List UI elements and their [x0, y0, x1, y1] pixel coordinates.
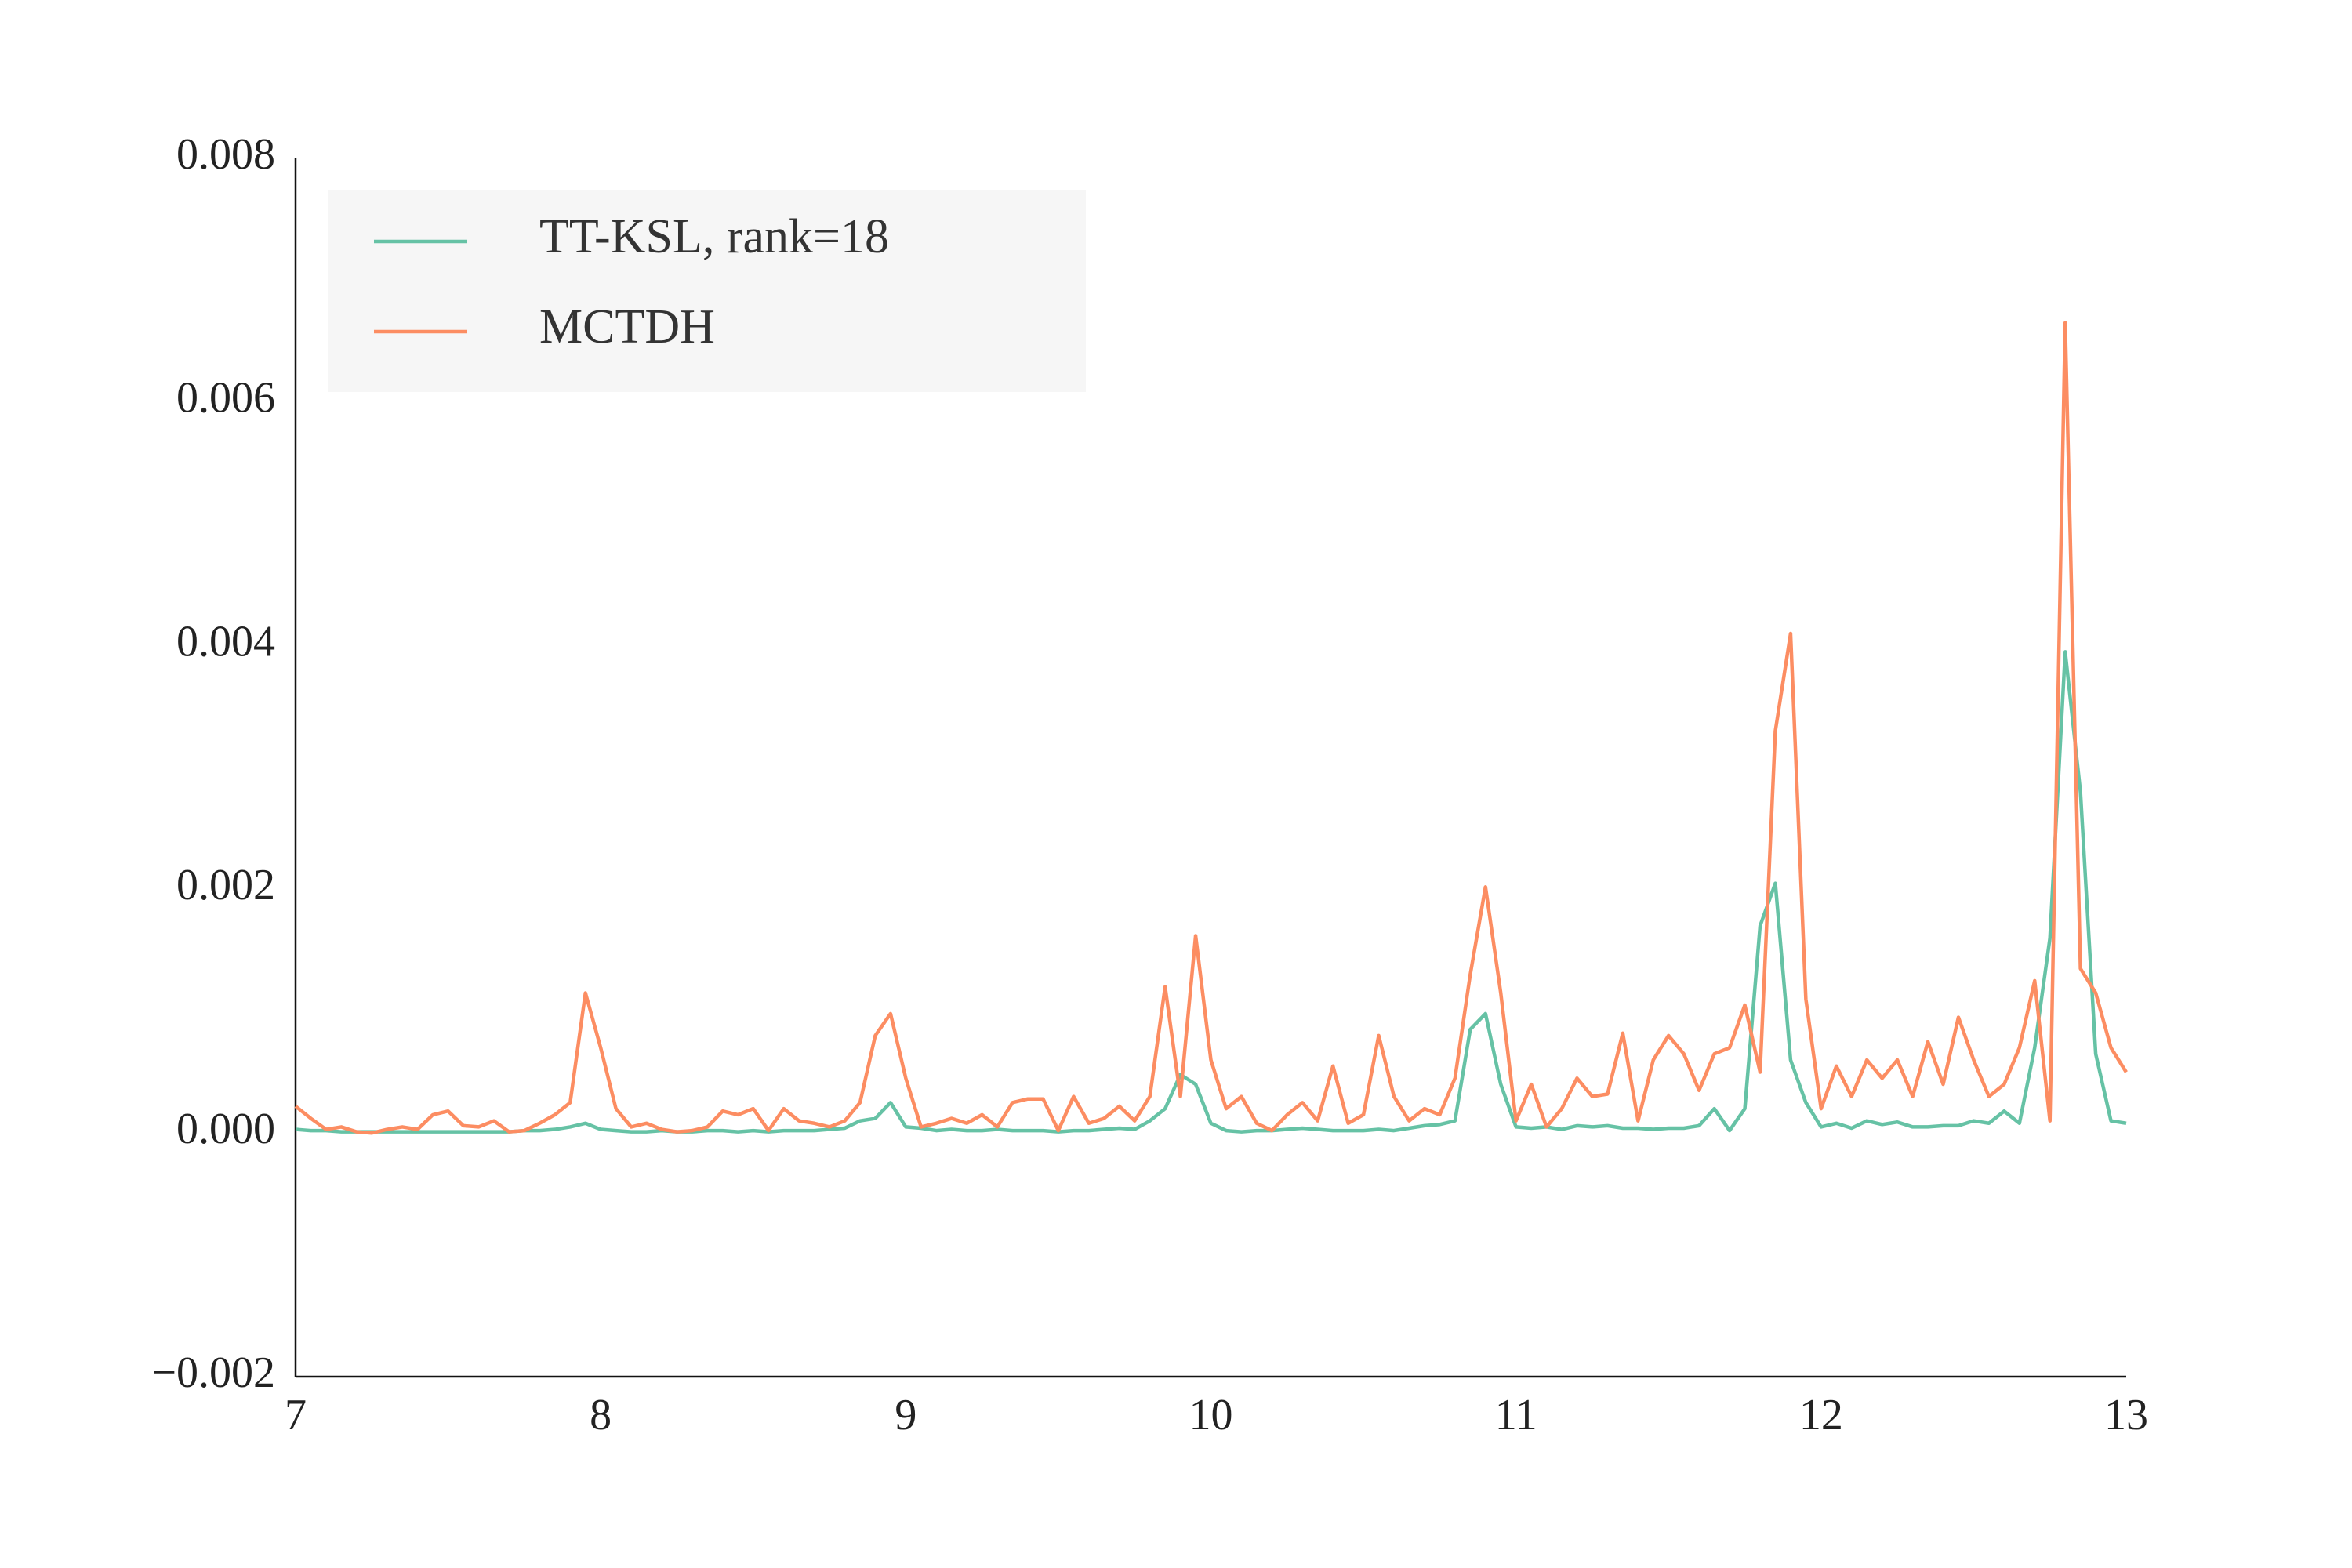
y-tick-label: 0.004 — [176, 617, 275, 666]
y-tick-label: 0.000 — [176, 1105, 275, 1153]
y-tick-label: −0.002 — [151, 1348, 275, 1397]
x-tick-label: 12 — [1799, 1391, 1843, 1439]
x-tick-label: 11 — [1495, 1391, 1537, 1439]
x-tick-label: 13 — [2104, 1391, 2148, 1439]
x-tick-label: 9 — [895, 1391, 916, 1439]
legend-label: MCTDH — [539, 300, 715, 354]
y-tick-label: 0.006 — [176, 374, 275, 423]
x-tick-label: 8 — [590, 1391, 612, 1439]
data-line — [294, 321, 2128, 1135]
x-tick-label: 10 — [1189, 1391, 1233, 1439]
legend-box — [328, 190, 1086, 392]
legend-label: TT-KSL, rank=18 — [539, 210, 889, 263]
y-tick-label: 0.002 — [176, 861, 275, 909]
x-tick-label: 7 — [285, 1391, 307, 1439]
y-tick-label: 0.008 — [176, 130, 275, 179]
data-line — [295, 650, 2127, 1134]
